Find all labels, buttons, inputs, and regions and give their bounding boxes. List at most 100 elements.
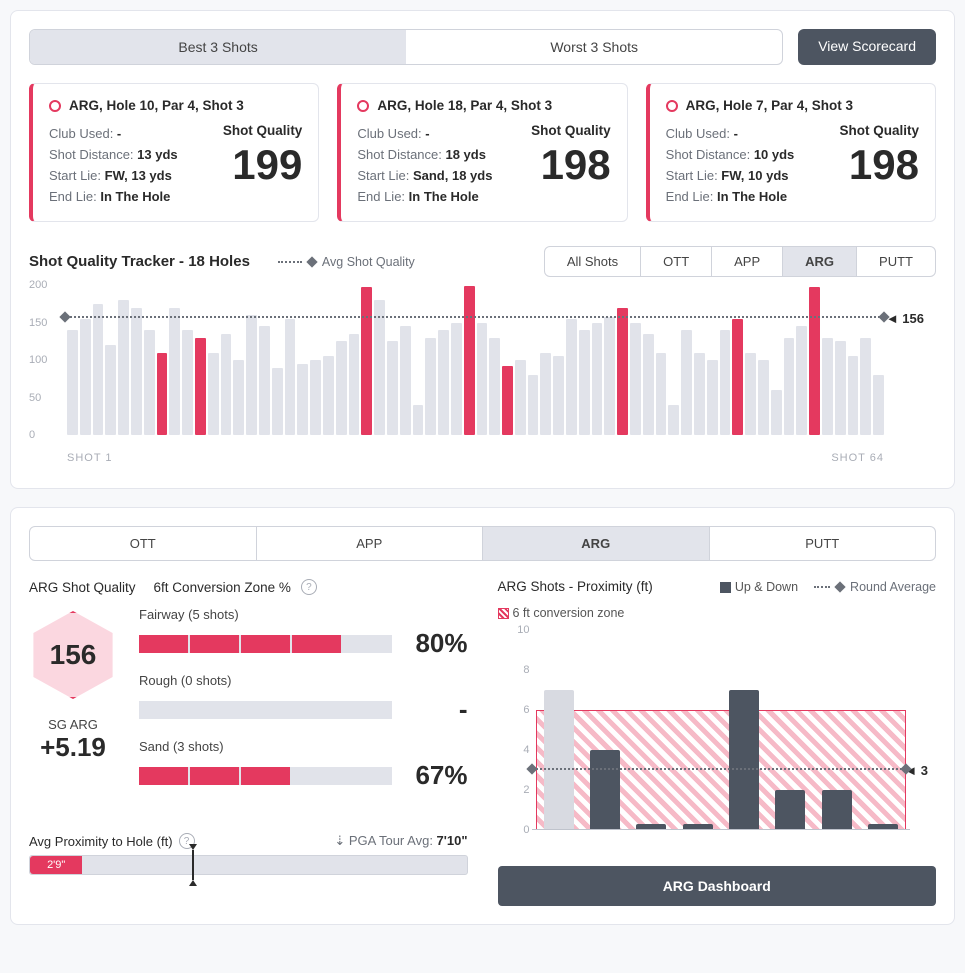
quality-bar[interactable] bbox=[758, 360, 769, 435]
quality-bar[interactable] bbox=[822, 338, 833, 436]
quality-bar[interactable] bbox=[246, 315, 257, 435]
category-tab-arg[interactable]: ARG bbox=[483, 527, 710, 560]
quality-bar[interactable] bbox=[477, 323, 488, 436]
quality-bar[interactable] bbox=[182, 330, 193, 435]
quality-bar[interactable] bbox=[592, 323, 603, 436]
quality-bar[interactable] bbox=[643, 334, 654, 435]
conversion-zone-label: 6ft Conversion Zone % bbox=[154, 580, 291, 595]
quality-bar[interactable] bbox=[374, 300, 385, 435]
quality-bar[interactable] bbox=[425, 338, 436, 436]
quality-bar[interactable] bbox=[860, 338, 871, 436]
quality-bar[interactable] bbox=[438, 330, 449, 435]
quality-bar[interactable] bbox=[157, 353, 168, 436]
tracker-tab-ott[interactable]: OTT bbox=[641, 247, 712, 276]
tab-worst-shots[interactable]: Worst 3 Shots bbox=[406, 30, 782, 64]
quality-bar[interactable] bbox=[464, 286, 475, 435]
quality-bar[interactable] bbox=[131, 308, 142, 436]
quality-bar[interactable] bbox=[771, 390, 782, 435]
tracker-tab-putt[interactable]: PUTT bbox=[857, 247, 935, 276]
view-scorecard-button[interactable]: View Scorecard bbox=[798, 29, 936, 65]
quality-bar[interactable] bbox=[720, 330, 731, 435]
quality-bar[interactable] bbox=[604, 317, 615, 436]
quality-bar[interactable] bbox=[784, 338, 795, 436]
quality-bar[interactable] bbox=[540, 353, 551, 436]
quality-bar[interactable] bbox=[118, 300, 129, 435]
quality-bar[interactable] bbox=[310, 360, 321, 435]
quality-bar[interactable] bbox=[361, 287, 372, 436]
shot-quality-hex: 156 bbox=[29, 611, 117, 699]
proximity-bar[interactable] bbox=[822, 790, 852, 830]
quality-bar[interactable] bbox=[221, 334, 232, 435]
quality-bar[interactable] bbox=[169, 308, 180, 436]
quality-bar[interactable] bbox=[873, 375, 884, 435]
quality-bar[interactable] bbox=[745, 353, 756, 436]
proximity-bar[interactable] bbox=[590, 750, 620, 830]
quality-bar[interactable] bbox=[93, 304, 104, 435]
shots-panel: Best 3 Shots Worst 3 Shots View Scorecar… bbox=[10, 10, 955, 489]
help-icon[interactable]: ? bbox=[301, 579, 317, 595]
shot-card[interactable]: ARG, Hole 7, Par 4, Shot 3 Club Used: -S… bbox=[646, 83, 936, 222]
category-tab-ott[interactable]: OTT bbox=[30, 527, 257, 560]
quality-bar[interactable] bbox=[144, 330, 155, 435]
quality-bar[interactable] bbox=[297, 364, 308, 435]
xaxis-start: SHOT 1 bbox=[67, 452, 113, 464]
quality-bar[interactable] bbox=[259, 326, 270, 435]
quality-bar[interactable] bbox=[233, 360, 244, 435]
quality-bar[interactable] bbox=[681, 330, 692, 435]
tracker-tab-arg[interactable]: ARG bbox=[783, 247, 857, 276]
conversion-label: Fairway (5 shots) bbox=[139, 607, 468, 622]
category-tab-app[interactable]: APP bbox=[257, 527, 484, 560]
quality-bar[interactable] bbox=[285, 319, 296, 435]
quality-bar[interactable] bbox=[336, 341, 347, 435]
quality-bar[interactable] bbox=[80, 319, 91, 435]
quality-bar[interactable] bbox=[489, 338, 500, 436]
quality-bar[interactable] bbox=[656, 353, 667, 436]
quality-bar[interactable] bbox=[208, 353, 219, 436]
quality-bar[interactable] bbox=[105, 345, 116, 435]
shot-card[interactable]: ARG, Hole 10, Par 4, Shot 3 Club Used: -… bbox=[29, 83, 319, 222]
quality-bar[interactable] bbox=[732, 319, 743, 435]
category-tab-putt[interactable]: PUTT bbox=[710, 527, 936, 560]
shot-details: Club Used: -Shot Distance: 13 yds Start … bbox=[49, 123, 178, 207]
quality-bar[interactable] bbox=[617, 308, 628, 436]
tab-best-shots[interactable]: Best 3 Shots bbox=[30, 30, 406, 64]
tracker-tab-app[interactable]: APP bbox=[712, 247, 783, 276]
shot-title: ARG, Hole 10, Par 4, Shot 3 bbox=[69, 98, 244, 113]
quality-bar[interactable] bbox=[502, 366, 513, 435]
pga-avg-label: ⇣ PGA Tour Avg: bbox=[334, 833, 436, 848]
xaxis-end: SHOT 64 bbox=[831, 452, 884, 464]
quality-bar[interactable] bbox=[400, 326, 411, 435]
quality-bar[interactable] bbox=[67, 330, 78, 435]
quality-bar[interactable] bbox=[694, 353, 705, 436]
proximity-bar[interactable] bbox=[544, 690, 574, 830]
conversion-bar bbox=[139, 701, 392, 719]
shot-quality-label: Shot Quality bbox=[531, 123, 611, 138]
conversion-pct: 80% bbox=[410, 628, 468, 659]
tracker-tab-all-shots[interactable]: All Shots bbox=[545, 247, 641, 276]
quality-bar[interactable] bbox=[809, 287, 820, 436]
proximity-bar[interactable] bbox=[729, 690, 759, 830]
quality-bar[interactable] bbox=[451, 323, 462, 436]
quality-bar[interactable] bbox=[553, 356, 564, 435]
quality-bar[interactable] bbox=[707, 360, 718, 435]
quality-bar[interactable] bbox=[579, 330, 590, 435]
arg-dashboard-button[interactable]: ARG Dashboard bbox=[498, 866, 937, 906]
quality-bar[interactable] bbox=[195, 338, 206, 436]
quality-bar[interactable] bbox=[515, 360, 526, 435]
quality-bar[interactable] bbox=[566, 319, 577, 435]
quality-bar[interactable] bbox=[323, 356, 334, 435]
conversion-bar bbox=[139, 635, 392, 653]
shot-card[interactable]: ARG, Hole 18, Par 4, Shot 3 Club Used: -… bbox=[337, 83, 627, 222]
quality-bar[interactable] bbox=[272, 368, 283, 436]
quality-bar[interactable] bbox=[668, 405, 679, 435]
quality-bar[interactable] bbox=[630, 323, 641, 436]
shot-title: ARG, Hole 18, Par 4, Shot 3 bbox=[377, 98, 552, 113]
proximity-bar[interactable] bbox=[775, 790, 805, 830]
quality-bar[interactable] bbox=[796, 326, 807, 435]
quality-bar[interactable] bbox=[835, 341, 846, 435]
quality-bar[interactable] bbox=[387, 341, 398, 435]
quality-bar[interactable] bbox=[349, 334, 360, 435]
quality-bar[interactable] bbox=[413, 405, 424, 435]
quality-bar[interactable] bbox=[848, 356, 859, 435]
quality-bar[interactable] bbox=[528, 375, 539, 435]
